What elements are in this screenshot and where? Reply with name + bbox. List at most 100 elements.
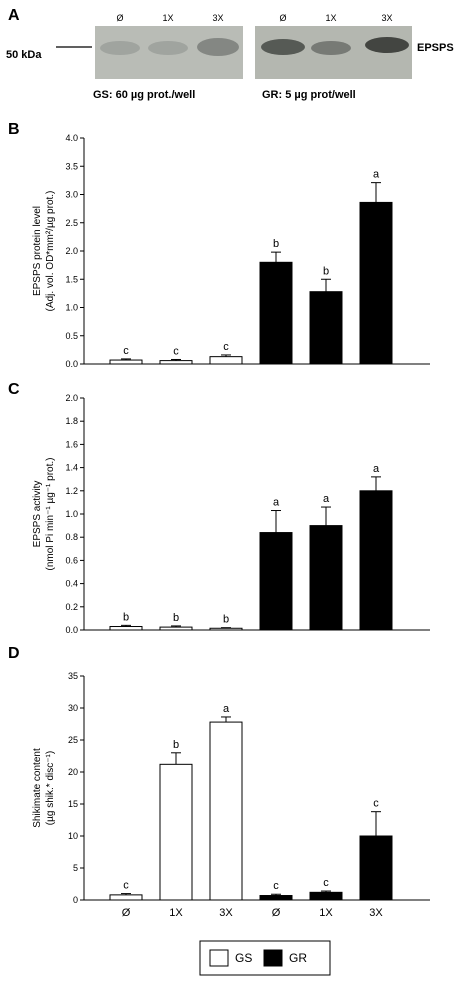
panel-a-letter: A (8, 7, 20, 24)
significance-letter: a (323, 493, 330, 505)
bar-gr-3 (259, 532, 293, 631)
y-tick-label: 0.8 (65, 532, 78, 542)
y-tick-label: 35 (68, 671, 78, 681)
y-tick-label: 0.0 (65, 359, 78, 369)
significance-letter: a (223, 703, 230, 715)
y-tick-label: 1.0 (65, 303, 78, 313)
significance-letter: b (173, 612, 179, 624)
bar-gs-2 (209, 627, 243, 631)
significance-letter: c (223, 341, 229, 353)
bar-charts: B 0.0 0.5 1.0 1.5 2.0 2.5 3.0 3.5 4.0 EPSPS protei… (8, 121, 430, 919)
significance-letter: b (273, 238, 279, 250)
y-tick-label: 1.5 (65, 274, 78, 284)
band-gs-1 (148, 41, 188, 55)
y-axis-label-line2: (Adj. vol. OD*mm²/µg prot.) (45, 191, 56, 312)
chart-panel-b: B 0.0 0.5 1.0 1.5 2.0 2.5 3.0 3.5 4.0 EPSPS protei… (8, 121, 430, 369)
bar-gr-4 (309, 525, 343, 631)
legend: GS GR (199, 940, 331, 976)
chart-panel-d: D 0 5 10 15 20 25 30 35 Shikimate content (µg shik… (8, 645, 430, 919)
bar-gs-1 (159, 626, 193, 631)
legend-gs-swatch (209, 949, 229, 967)
band-gs-0 (100, 41, 140, 55)
y-tick-label: 0.5 (65, 331, 78, 341)
lane-gr-0: Ø (279, 13, 286, 23)
bar-gs-1 (159, 360, 193, 365)
gr-caption: GR: 5 µg prot/well (262, 89, 356, 101)
band-gr-1 (311, 41, 351, 55)
bar-gs-2 (209, 356, 243, 365)
bar-gs-1 (159, 763, 193, 901)
bar-gr-4 (309, 891, 343, 901)
significance-letter: c (123, 345, 129, 357)
significance-letter: a (373, 169, 380, 181)
y-tick-label: 15 (68, 799, 78, 809)
lane-gr-1: 1X (325, 13, 336, 23)
panel-letter: C (8, 381, 20, 398)
significance-letter: b (323, 265, 329, 277)
y-axis-label-line1: Shikimate content (32, 748, 43, 828)
y-tick-label: 1.4 (65, 463, 78, 473)
bar-gs-2 (209, 721, 243, 901)
significance-letter: b (223, 614, 229, 626)
band-gr-0 (261, 39, 305, 55)
band-gr-3 (365, 37, 409, 53)
x-category-label: 1X (319, 907, 333, 919)
y-axis-label-line2: (nmol Pi min⁻¹ µg⁻¹ prot.) (45, 457, 56, 570)
bar-gs-0 (109, 359, 143, 365)
y-tick-label: 3.0 (65, 190, 78, 200)
lane-gs-0: Ø (116, 13, 123, 23)
significance-letter: a (273, 497, 280, 509)
y-tick-label: 1.2 (65, 486, 78, 496)
y-tick-label: 1.6 (65, 439, 78, 449)
significance-letter: c (123, 880, 129, 892)
y-axis-label-line1: EPSPS activity (32, 481, 43, 548)
significance-letter: b (173, 739, 179, 751)
y-tick-label: 0 (73, 895, 78, 905)
y-tick-label: 0.4 (65, 579, 78, 589)
legend-gs-label: GS (235, 951, 252, 965)
y-tick-label: 4.0 (65, 133, 78, 143)
y-tick-label: 20 (68, 767, 78, 777)
y-tick-label: 1.8 (65, 416, 78, 426)
y-axis-label-line1: EPSPS protein level (32, 206, 43, 296)
y-tick-label: 2.0 (65, 246, 78, 256)
marker-label: 50 kDa (6, 49, 42, 61)
y-tick-label: 0.2 (65, 602, 78, 612)
x-category-label: 3X (369, 907, 383, 919)
bar-gs-0 (109, 894, 143, 901)
lane-gs-1: 1X (162, 13, 173, 23)
panel-letter: D (8, 645, 20, 662)
band-label: EPSPS (417, 42, 454, 54)
legend-gr-label: GR (289, 951, 307, 965)
lane-gs-2: 3X (212, 13, 223, 23)
legend-gr-swatch (263, 949, 283, 967)
y-tick-label: 0.0 (65, 625, 78, 635)
bar-gr-3 (259, 261, 293, 365)
bar-gr-5 (359, 490, 393, 631)
x-category-label: Ø (122, 907, 131, 919)
significance-letter: a (373, 463, 380, 475)
y-tick-label: 0.6 (65, 555, 78, 565)
blot-panel: A 50 kDa EPSPS Ø 1X 3X Ø 1X 3X GS: 60 µg… (6, 7, 454, 101)
bar-gr-3 (259, 895, 293, 901)
significance-letter: c (373, 798, 379, 810)
y-tick-label: 25 (68, 735, 78, 745)
x-category-label: 1X (169, 907, 183, 919)
significance-letter: c (273, 880, 279, 892)
y-axis-label-line2: (µg shik.* disc⁻¹) (45, 751, 56, 825)
x-category-label: Ø (272, 907, 281, 919)
panel-letter: B (8, 121, 20, 138)
y-tick-label: 10 (68, 831, 78, 841)
x-category-label: 3X (219, 907, 233, 919)
y-tick-label: 2.5 (65, 218, 78, 228)
bar-gr-5 (359, 201, 393, 365)
chart-panel-c: C 0.0 0.2 0.4 0.6 0.8 1.0 1.2 1.4 1.6 1.8 2.0 EPSPS … (8, 381, 430, 635)
band-gs-3 (197, 38, 239, 56)
significance-letter: b (123, 611, 129, 623)
bar-gs-0 (109, 626, 143, 631)
y-tick-label: 1.0 (65, 509, 78, 519)
y-tick-label: 2.0 (65, 393, 78, 403)
y-tick-label: 3.5 (65, 161, 78, 171)
bar-gr-4 (309, 291, 343, 365)
